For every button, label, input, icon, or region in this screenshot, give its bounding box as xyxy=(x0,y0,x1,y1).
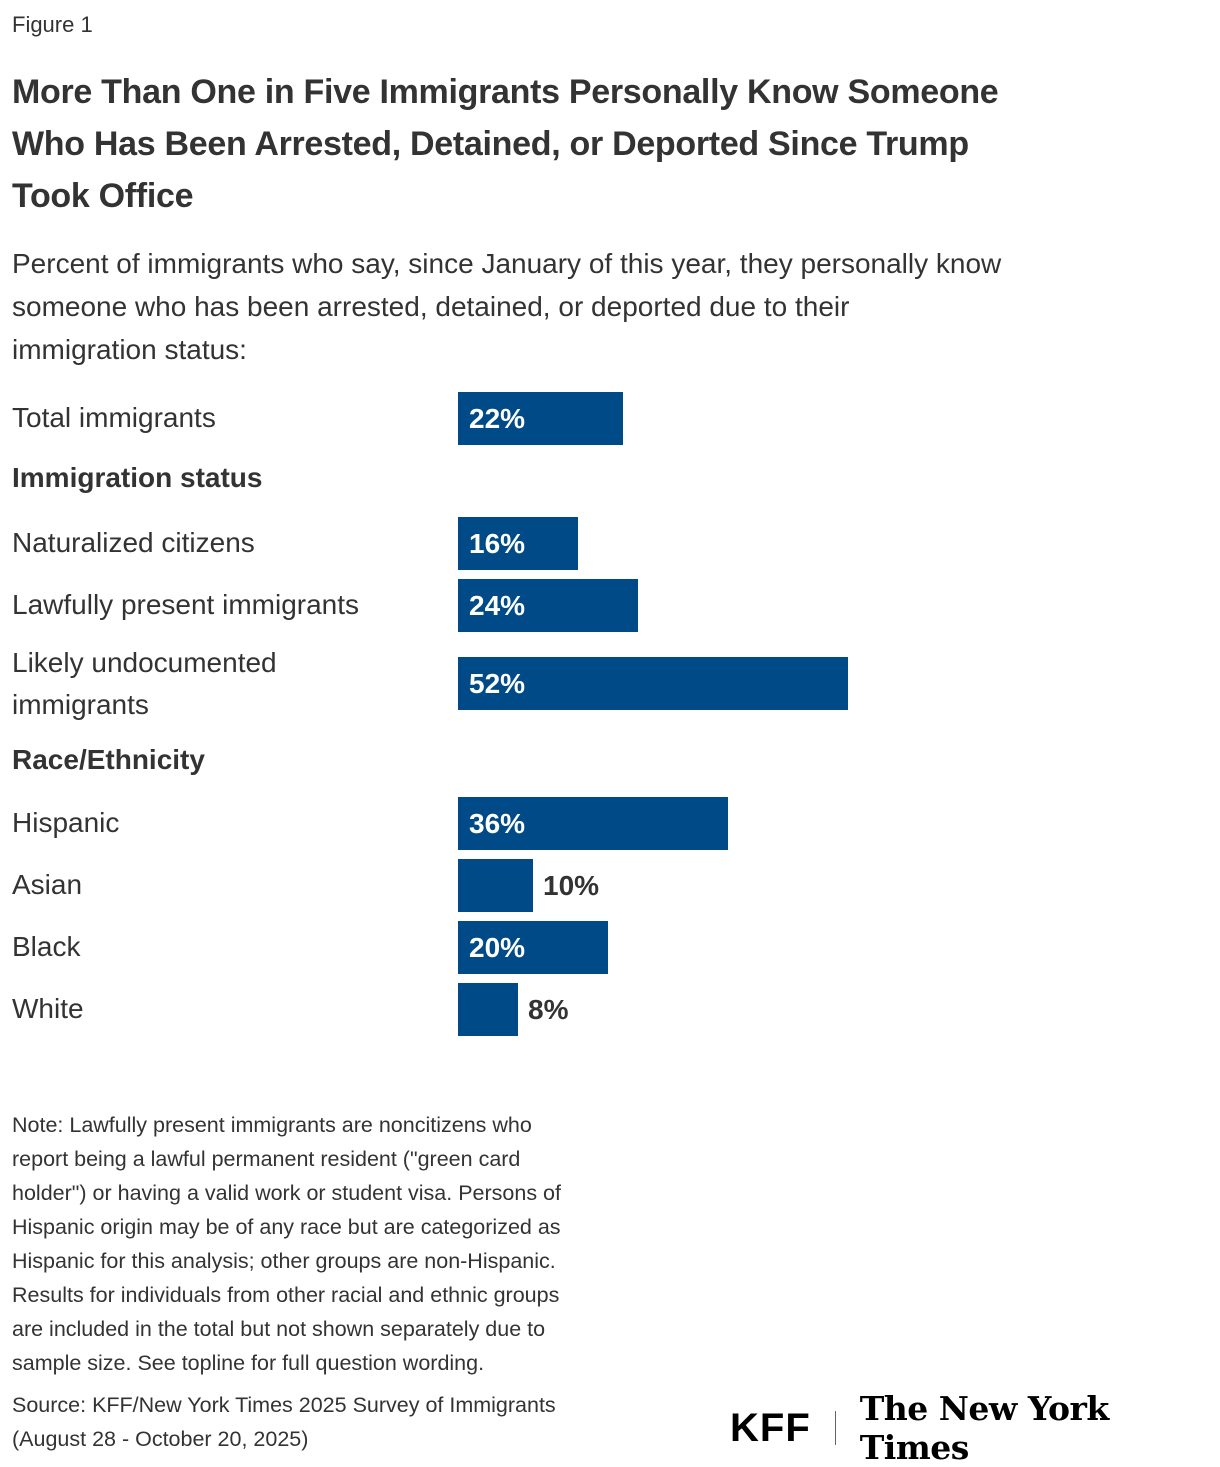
chart-title: More Than One in Five Immigrants Persona… xyxy=(12,66,999,222)
data-label: 36% xyxy=(469,808,526,839)
bar xyxy=(458,797,728,850)
chart-subtitle: Percent of immigrants who say, since Jan… xyxy=(12,242,1001,371)
bar xyxy=(458,392,623,445)
data-label: 16% xyxy=(469,528,526,559)
title-line: More Than One in Five Immigrants Persona… xyxy=(12,73,999,111)
subtitle-line: someone who has been arrested, detained,… xyxy=(12,291,850,322)
data-label: 20% xyxy=(469,932,526,963)
data-label: 10% xyxy=(543,870,600,901)
note-line: Note: Lawfully present immigrants are no… xyxy=(12,1113,532,1137)
note-line: holder") or having a valid work or stude… xyxy=(12,1181,561,1205)
bar xyxy=(458,517,578,570)
bar-chart: Immigration status Race/Ethnicity Total … xyxy=(12,392,848,1036)
group-header-immigration-status: Immigration status xyxy=(12,462,263,493)
subtitle-line: Percent of immigrants who say, since Jan… xyxy=(12,248,1002,279)
category-label: White xyxy=(12,993,84,1024)
source-line: (August 28 - October 20, 2025) xyxy=(12,1427,309,1451)
title-line: Took Office xyxy=(12,177,194,215)
subtitle-line: immigration status: xyxy=(12,334,247,365)
source-line: Source: KFF/New York Times 2025 Survey o… xyxy=(12,1393,556,1417)
bar xyxy=(458,657,848,710)
bar xyxy=(458,859,533,912)
chart-source: Source: KFF/New York Times 2025 Survey o… xyxy=(12,1388,556,1456)
bar xyxy=(458,579,638,632)
group-header-race-ethnicity: Race/Ethnicity xyxy=(12,744,205,775)
logos: KFF The New York Times xyxy=(730,1389,1220,1467)
title-line: Who Has Been Arrested, Detained, or Depo… xyxy=(12,125,969,163)
category-label: Asian xyxy=(12,869,83,900)
category-label: Hispanic xyxy=(12,807,120,838)
data-label: 8% xyxy=(528,994,569,1025)
figure-label: Figure 1 xyxy=(12,12,93,37)
note-line: report being a lawful permanent resident… xyxy=(12,1147,521,1171)
note-line: are included in the total but not shown … xyxy=(12,1317,546,1341)
category-label: Naturalized citizens xyxy=(12,527,255,558)
bar xyxy=(458,921,608,974)
chart-note: Note: Lawfully present immigrants are no… xyxy=(12,1108,561,1380)
note-line: Hispanic origin may be of any race but a… xyxy=(12,1215,561,1239)
note-line: sample size. See topline for full questi… xyxy=(12,1351,485,1375)
data-label: 24% xyxy=(469,590,526,621)
category-label: Lawfully present immigrants xyxy=(12,589,360,620)
category-label: Total immigrants xyxy=(12,402,216,433)
kff-logo: KFF xyxy=(730,1405,811,1450)
data-label: 52% xyxy=(469,668,526,699)
category-label: Likely undocumented immigrants xyxy=(12,647,277,720)
note-line: Results for individuals from other racia… xyxy=(12,1283,560,1307)
category-label: Black xyxy=(12,931,81,962)
bar xyxy=(458,983,518,1036)
note-line: Hispanic for this analysis; other groups… xyxy=(12,1249,556,1273)
data-label: 22% xyxy=(469,403,526,434)
nyt-logo: The New York Times xyxy=(859,1389,1110,1467)
logo-divider xyxy=(834,1411,836,1445)
